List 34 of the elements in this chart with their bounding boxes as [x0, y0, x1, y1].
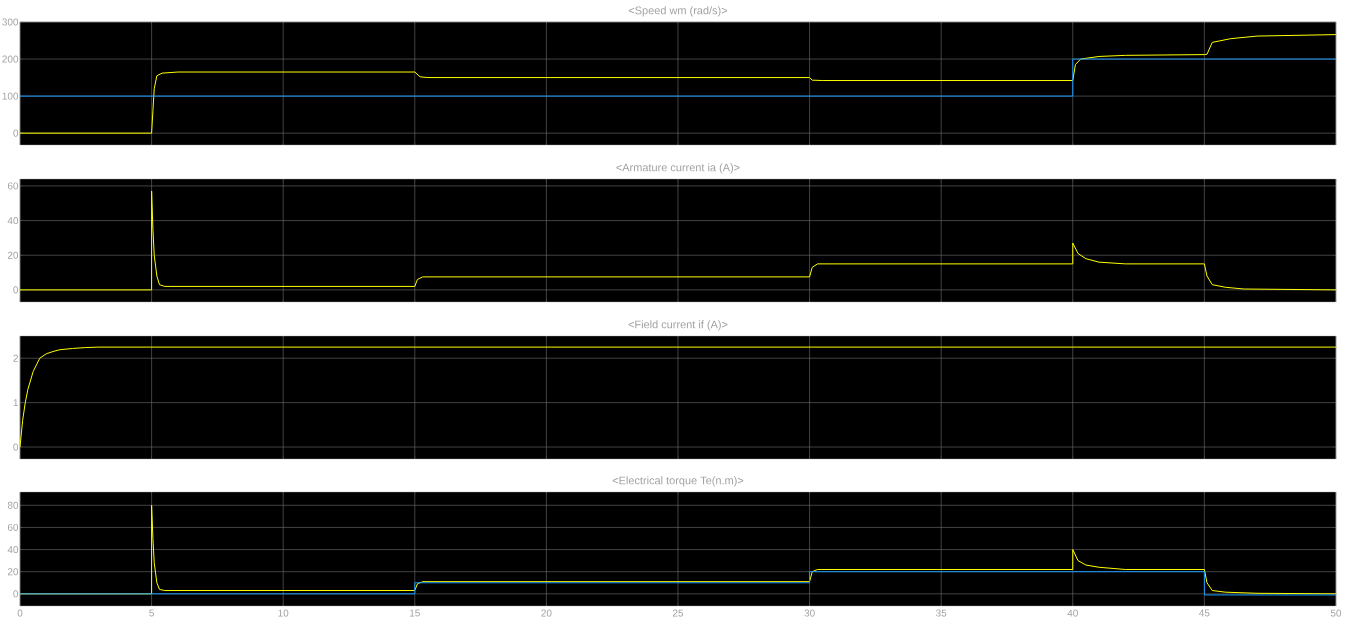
y-tick-label: 80 — [7, 501, 19, 509]
y-tick-label: 40 — [7, 217, 19, 225]
y-tick-label: 60 — [7, 182, 19, 190]
line-series — [20, 571, 1336, 596]
y-tick-label: 60 — [7, 523, 19, 531]
y-tick-label: 0 — [13, 443, 19, 451]
x-tick-label: 5 — [149, 609, 154, 617]
line-series — [20, 190, 1336, 291]
y-tick-label: 40 — [7, 546, 19, 554]
x-tick-label: 40 — [1067, 609, 1078, 617]
chart-title: <Electrical torque Te(n.m)> — [612, 476, 744, 487]
y-tick-label: 20 — [7, 251, 19, 259]
y-tick-label: 20 — [7, 568, 19, 576]
chart-title: <Armature current ia (A)> — [616, 163, 740, 174]
y-tick-label: 0 — [13, 129, 19, 137]
x-tick-label: 45 — [1199, 609, 1210, 617]
chart-title: <Speed wm (rad/s)> — [628, 6, 728, 17]
x-tick-label: 20 — [541, 609, 552, 617]
x-tick-label: 15 — [410, 609, 420, 617]
line-series — [20, 34, 1336, 134]
x-tick-label: 30 — [804, 609, 815, 617]
x-tick-label: 10 — [278, 609, 289, 617]
y-tick-label: 300 — [2, 18, 19, 26]
y-tick-label: 200 — [2, 55, 19, 63]
line-series — [20, 346, 1336, 448]
x-tick-label: 25 — [672, 609, 684, 617]
y-tick-label: 0 — [13, 590, 19, 598]
y-tick-label: 100 — [2, 92, 19, 100]
y-tick-label: 2 — [13, 354, 18, 362]
y-tick-label: 0 — [13, 286, 19, 294]
y-tick-label: 1 — [13, 399, 18, 407]
x-tick-label: 50 — [1330, 609, 1342, 617]
x-tick-label: 35 — [936, 609, 947, 617]
chart-title: <Field current if (A)> — [628, 320, 728, 331]
